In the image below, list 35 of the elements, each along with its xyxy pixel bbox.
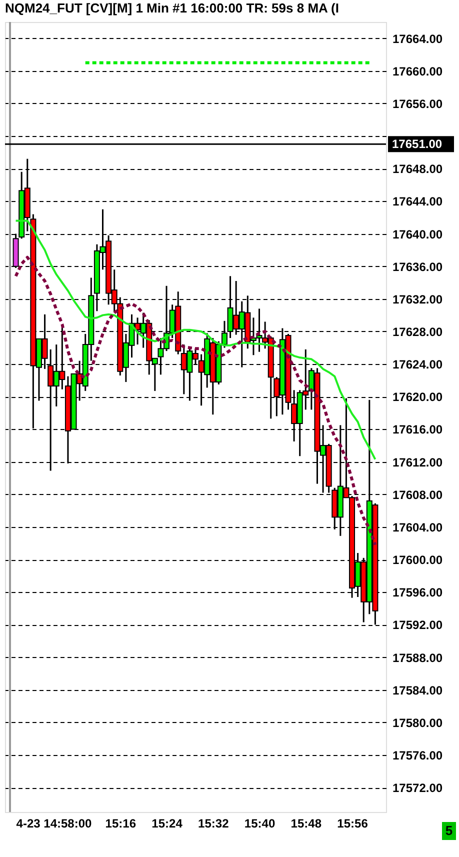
- y-tick-label: 17600.00: [392, 553, 443, 568]
- line-series: [14, 220, 376, 460]
- x-tick-label: 15:48: [290, 816, 322, 830]
- x-tick-label: 15:40: [244, 816, 276, 830]
- y-tick-label: 17624.00: [392, 358, 443, 372]
- y-tick-label: 17664.00: [392, 32, 443, 46]
- x-tick-label: 4-23 14:58:00: [16, 816, 92, 830]
- y-tick-label: 17648.00: [392, 162, 443, 176]
- y-tick-label: 17576.00: [392, 748, 443, 762]
- y-tick-label: 17580.00: [392, 716, 443, 730]
- y-tick-label: 17660.00: [392, 64, 443, 78]
- y-tick-label: 17640.00: [392, 227, 443, 242]
- y-tick-label: 17612.00: [392, 455, 443, 470]
- y-tick-label: 17620.00: [392, 390, 443, 404]
- x-tick-label: 15:24: [152, 816, 183, 830]
- y-tick-label: 17608.00: [392, 488, 443, 502]
- y-tick-label: 17656.00: [392, 96, 443, 111]
- y-tick-label: 17636.00: [392, 260, 443, 274]
- y-tick-label: 17572.00: [392, 781, 443, 796]
- chart-title: NQM24_FUT [CV][M] 1 Min #1 16:00:00 TR: 59s 8 MA (I: [5, 0, 339, 16]
- x-tick-label: 15:56: [337, 816, 368, 830]
- x-tick-label: 15:32: [198, 816, 230, 830]
- y-tick-label: 17644.00: [392, 194, 443, 209]
- text: 5: [445, 823, 453, 838]
- y-tick-label: 17604.00: [392, 520, 443, 534]
- y-tick-label: 17596.00: [392, 586, 443, 600]
- y-tick-label: 17588.00: [392, 650, 443, 665]
- y-tick-label: 17592.00: [392, 618, 443, 632]
- y-tick-label: 17628.00: [392, 324, 443, 339]
- x-tick-label: 15:16: [105, 816, 136, 830]
- y-tick-label: 17616.00: [392, 422, 443, 437]
- line-series: [14, 256, 377, 546]
- y-tick-label: 17584.00: [392, 683, 443, 698]
- ref-line-label: 17651.00: [392, 137, 442, 152]
- y-tick-label: 17632.00: [392, 292, 443, 306]
